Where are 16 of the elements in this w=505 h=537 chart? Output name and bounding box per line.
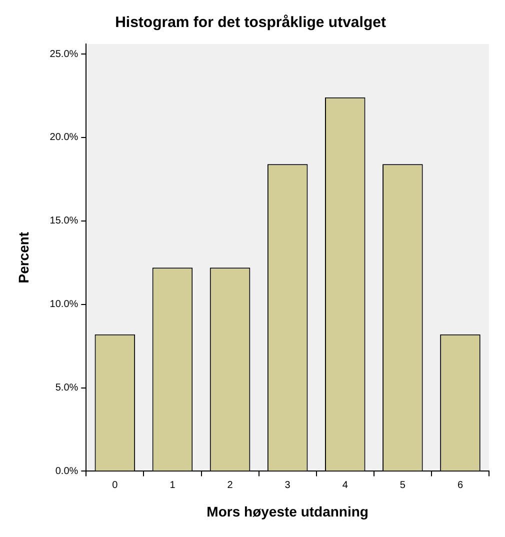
x-tick-label: 6 <box>457 480 464 491</box>
y-tick-label: 15.0% <box>50 216 78 227</box>
chart-title: Histogram for det tospråklige utvalget <box>115 14 386 32</box>
x-tick-label: 3 <box>284 480 291 491</box>
x-tick-label: 2 <box>227 480 234 491</box>
y-tick-label: 25.0% <box>50 48 78 60</box>
x-tick-label: 4 <box>342 480 348 491</box>
y-tick-label: 0.0% <box>55 466 78 477</box>
y-tick-label: 10.0% <box>50 299 78 310</box>
y-axis-title: Percent <box>15 232 32 284</box>
y-tick-label: 20.0% <box>50 132 78 144</box>
x-tick-label: 0 <box>112 480 118 491</box>
x-tick-label: 1 <box>170 480 176 491</box>
x-axis-title: Mors høyeste utdanning <box>206 503 368 520</box>
y-tick-label: 5.0% <box>55 382 78 394</box>
x-tick-label: 5 <box>400 480 406 491</box>
